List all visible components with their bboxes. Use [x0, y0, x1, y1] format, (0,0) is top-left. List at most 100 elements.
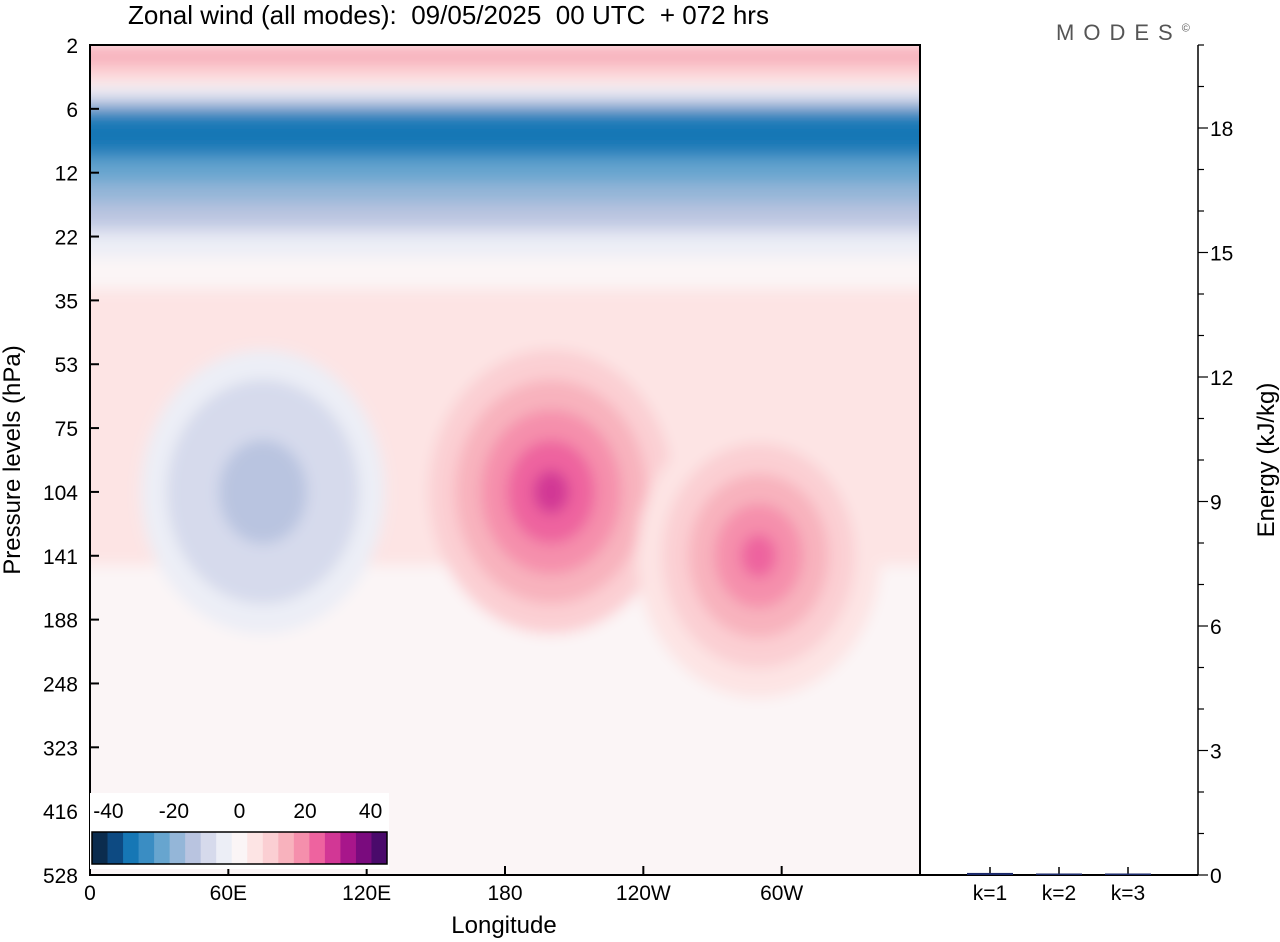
colorbar-swatch: [216, 832, 233, 864]
energy-tick-label: 18: [1210, 118, 1233, 141]
y-tick-label: 528: [43, 865, 78, 888]
colorbar-label: 40: [359, 800, 382, 823]
wind-band: [90, 299, 920, 313]
wind-band: [90, 129, 920, 142]
wind-band: [90, 310, 920, 323]
y-tick-label: 248: [43, 673, 78, 696]
wind-band: [90, 331, 920, 344]
x-tick-label: 120E: [342, 882, 391, 905]
wind-band: [90, 75, 920, 89]
energy-plot-area: [920, 45, 1198, 875]
colorbar-swatch: [92, 832, 109, 864]
wind-band: [90, 767, 920, 781]
wind-band: [90, 86, 920, 100]
y-tick-label: 104: [43, 482, 78, 505]
y-tick-label: 53: [55, 354, 78, 377]
wind-band: [90, 320, 920, 334]
wind-band: [90, 725, 920, 738]
wind-band: [90, 714, 920, 728]
colorbar-swatch: [185, 832, 202, 864]
colorbar-swatch: [169, 832, 186, 864]
energy-tick-label: 12: [1210, 367, 1233, 390]
colorbar-frame: [91, 831, 388, 865]
colorbar-swatch: [262, 832, 279, 864]
y-tick-label: 22: [55, 227, 78, 250]
energy-bar: [1036, 873, 1082, 875]
colorbar-swatch: [355, 832, 372, 864]
wind-band: [90, 150, 920, 164]
wind-band: [90, 703, 920, 717]
energy-bar: [967, 872, 1013, 875]
energy-tick-label: 6: [1210, 616, 1222, 639]
chart-title: Zonal wind (all modes): 09/05/2025 00 UT…: [128, 0, 769, 30]
colorbar-label: 20: [293, 800, 316, 823]
y-tick-label: 12: [55, 163, 78, 186]
energy-tick-label: 15: [1210, 243, 1233, 266]
y-tick-label: 35: [55, 290, 78, 313]
wind-extremum: [244, 469, 281, 514]
energy-tick-label: 3: [1210, 741, 1222, 764]
colorbar-swatch: [123, 832, 140, 864]
wind-band: [90, 735, 920, 749]
energy-panel: 0 3 6 9 12 15 18 k=1 k=2 k=3: [919, 44, 1233, 905]
wind-extremum: [533, 469, 570, 514]
colorbar-swatch: [154, 832, 171, 864]
wind-band: [90, 246, 920, 259]
colorbar-swatch: [309, 832, 326, 864]
wind-band: [90, 192, 920, 206]
energy-tick-label: 9: [1210, 492, 1222, 515]
colorbar-swatch: [200, 832, 217, 864]
x-tick-label: 120W: [616, 882, 671, 905]
x-axis-title: Longitude: [451, 912, 556, 939]
colorbar-swatch: [293, 832, 310, 864]
colorbar-label: -40: [93, 800, 123, 823]
wind-band: [90, 235, 920, 249]
wind-band: [90, 65, 920, 78]
wind-band: [90, 224, 920, 238]
wind-band: [90, 182, 920, 195]
colorbar-swatch: [231, 832, 248, 864]
wind-band: [90, 214, 920, 227]
colorbar-swatch: [340, 832, 357, 864]
wind-band: [90, 139, 920, 153]
wind-band: [90, 288, 920, 302]
modes-logo-text: MODES: [1056, 20, 1182, 45]
x-tick-label: 60E: [210, 882, 247, 905]
wind-band: [90, 778, 920, 791]
wind-extremum: [740, 533, 777, 578]
y-tick-label: 6: [66, 99, 78, 122]
energy-tick-label: 0: [1210, 865, 1222, 888]
colorbar-label: 0: [234, 800, 246, 823]
energy-axis-title: Energy (kJ/kg): [1253, 383, 1280, 538]
wind-band: [90, 171, 920, 185]
wind-band: [90, 341, 920, 355]
wind-band: [90, 54, 920, 68]
y-axis-title: Pressure levels (hPa): [0, 345, 26, 574]
wind-band: [90, 97, 920, 110]
colorbar-swatch: [107, 832, 124, 864]
energy-category-label: k=3: [1111, 882, 1145, 905]
x-tick-label: 60W: [760, 882, 803, 905]
x-tick-label: 180: [487, 882, 522, 905]
modes-logo: MODES©: [1056, 20, 1190, 46]
wind-contours: [90, 45, 920, 875]
y-tick-label: 323: [43, 737, 78, 760]
y-tick-label: 188: [43, 610, 78, 633]
colorbar-swatch: [324, 832, 341, 864]
energy-bar: [1105, 873, 1151, 875]
energy-category-label: k=2: [1042, 882, 1076, 905]
y-tick-label: 141: [43, 546, 78, 569]
wind-band: [90, 267, 920, 281]
wind-band: [90, 161, 920, 174]
wind-band: [90, 756, 920, 770]
colorbar-swatch: [371, 832, 388, 864]
wind-band: [90, 118, 920, 132]
copyright-mark: ©: [1181, 22, 1190, 35]
colorbar-label: -20: [159, 800, 189, 823]
x-tick-label: 0: [84, 882, 96, 905]
wind-band: [90, 203, 920, 217]
wind-band: [90, 746, 920, 759]
y-tick-label: 416: [43, 801, 78, 824]
zonal-wind-field: [90, 45, 920, 875]
